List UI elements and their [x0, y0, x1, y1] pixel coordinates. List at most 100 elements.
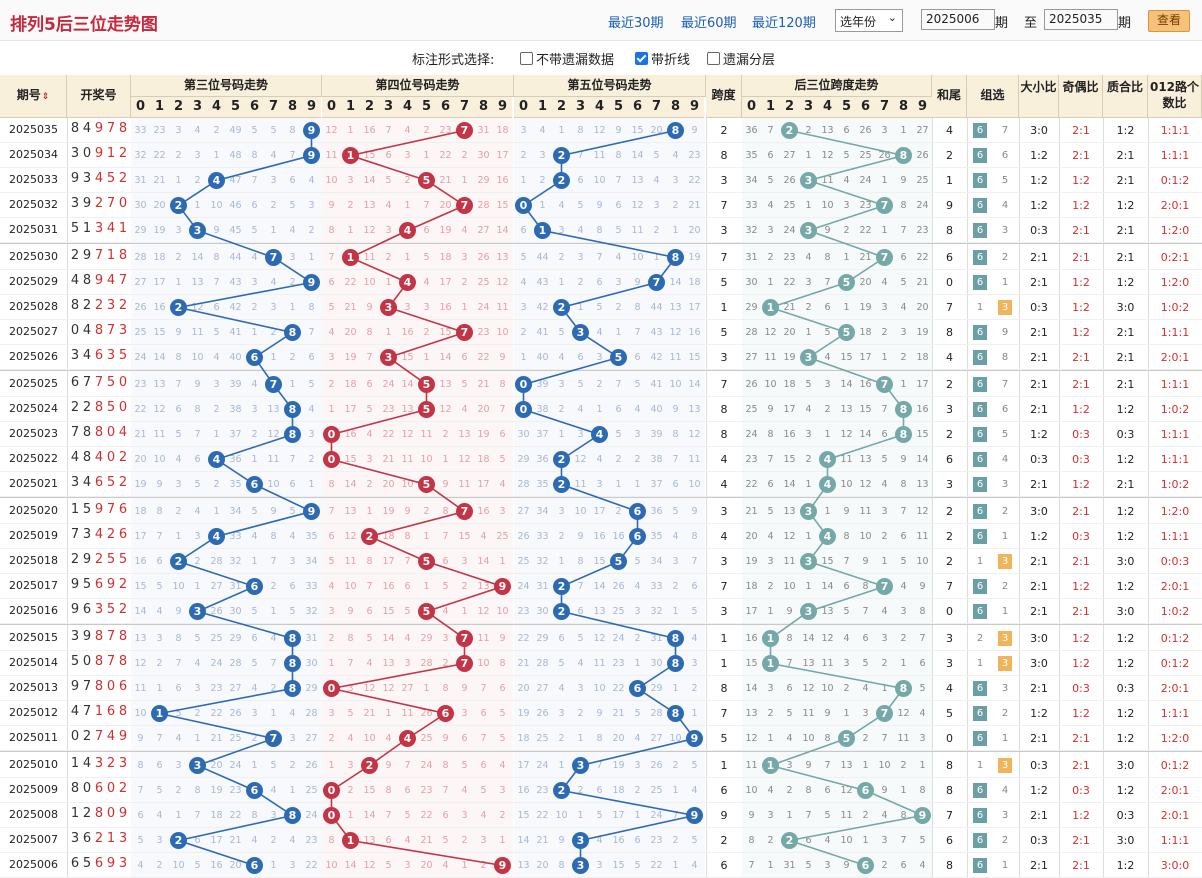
- group-six-badge: 6: [973, 504, 987, 519]
- span-value: 1: [720, 759, 728, 772]
- gspan-miss-value: 6: [786, 683, 793, 694]
- g5-miss-value: 22: [650, 860, 663, 871]
- sum-tail-value: 8: [946, 784, 953, 797]
- gspan-miss-value: 9: [786, 606, 793, 617]
- group-three-badge: 2: [1001, 835, 1009, 846]
- filter-link-30[interactable]: 最近30期: [608, 16, 664, 31]
- g4-miss-value: 15: [401, 352, 414, 363]
- g4-miss-value: 5: [385, 175, 392, 186]
- g4-miss-value: 9: [366, 302, 373, 313]
- gspan-miss-value: 9: [843, 506, 850, 517]
- gspan-miss-value: 7: [843, 556, 850, 567]
- g4-miss-value: 23: [382, 404, 395, 415]
- header-g5-digit-7: 7: [647, 97, 666, 118]
- g4-miss-value: 7: [347, 658, 354, 669]
- gspan-miss-value: 1: [900, 125, 907, 136]
- checkbox-layered[interactable]: [707, 52, 720, 65]
- gspan-miss-value: 6: [824, 302, 831, 313]
- draw-digit-5: 6: [118, 502, 128, 517]
- g5-miss-value: 33: [536, 531, 549, 542]
- gspan-miss-value: 12: [802, 683, 815, 694]
- gspan-miss-value: 14: [745, 683, 758, 694]
- option-no-missing[interactable]: 不带遗漏数据: [520, 49, 614, 68]
- g4-miss-value: 1: [499, 556, 506, 567]
- search-button[interactable]: 查看: [1148, 10, 1190, 32]
- odd-even-ratio: 0:3: [1072, 530, 1090, 543]
- g5-miss-value: 6: [577, 175, 584, 186]
- g3-miss-value: 10: [210, 200, 223, 211]
- group-three-badge: 4: [1001, 454, 1009, 465]
- year-select[interactable]: 选年份 ⌄: [835, 9, 903, 32]
- g5-miss-value: 2: [634, 785, 641, 796]
- filter-link-120[interactable]: 最近120期: [752, 16, 816, 31]
- g3-miss-value: 7: [194, 810, 201, 821]
- g5-miss-value: 40: [536, 352, 549, 363]
- issue-number: 2025024: [9, 402, 58, 415]
- g3-miss-value: 1: [251, 454, 258, 465]
- checkbox-no-missing[interactable]: [520, 52, 533, 65]
- g3-miss-value: 13: [267, 404, 280, 415]
- gspan-miss-value: 4: [767, 785, 774, 796]
- gspan-miss-value: 4: [824, 352, 831, 363]
- draw-digit-2: 7: [82, 679, 92, 694]
- g3-miss-value: 4: [289, 708, 296, 719]
- draw-digit-4: 7: [106, 654, 116, 669]
- sum-tail-value: 2: [946, 378, 953, 391]
- group-three-badge: 2: [1001, 581, 1009, 592]
- draw-digit-1: 9: [70, 679, 80, 694]
- filter-link-60[interactable]: 最近60期: [681, 16, 737, 31]
- gspan-miss-value: 15: [783, 454, 796, 465]
- g3-miss-value: 9: [270, 506, 277, 517]
- g5-miss-value: 13: [593, 606, 606, 617]
- issue-to-input[interactable]: 2025035: [1044, 9, 1118, 30]
- option-polyline[interactable]: 带折线: [635, 49, 690, 68]
- g5-miss-value: 2: [672, 200, 679, 211]
- g5-miss-value: 3: [558, 225, 565, 236]
- header-g5-digit-9: 9: [685, 97, 704, 118]
- group-three-badge: 3: [998, 300, 1012, 315]
- gspan-miss-value: 13: [840, 404, 853, 415]
- gspan-miss-value: 1: [767, 860, 774, 871]
- checkbox-polyline[interactable]: [635, 52, 648, 65]
- sort-icon[interactable]: ⇕: [41, 92, 50, 102]
- g3-miss-value: 8: [156, 506, 163, 517]
- g4-miss-value: 10: [363, 277, 376, 288]
- gspan-miss-value: 5: [805, 860, 812, 871]
- g4-miss-value: 13: [382, 658, 395, 669]
- g5-miss-value: 3: [577, 252, 584, 263]
- g5-miss-value: 1: [577, 810, 584, 821]
- prime-composite-ratio: 0:3: [1116, 809, 1135, 822]
- g3-miss-value: 30: [134, 200, 147, 211]
- draw-digit-5: 2: [118, 171, 128, 186]
- gspan-miss-value: 5: [919, 683, 926, 694]
- g3-miss-value: 3: [194, 531, 201, 542]
- route-012-ratio: 2:0:1: [1160, 682, 1190, 695]
- prime-composite-ratio: 2:1: [1116, 251, 1135, 264]
- gspan-miss-value: 3: [881, 633, 888, 644]
- g3-miss-value: 8: [270, 531, 277, 542]
- group-three-badge: 2: [1001, 708, 1009, 719]
- group-three-badge: 1: [1001, 531, 1009, 542]
- g5-miss-value: 4: [615, 252, 622, 263]
- g4-miss-value: 11: [458, 479, 471, 490]
- g5-miss-value: 7: [615, 379, 622, 390]
- draw-digit-5: 5: [118, 348, 128, 363]
- issue-from-input[interactable]: 2025006: [921, 9, 995, 30]
- gspan-miss-value: 26: [859, 125, 872, 136]
- g5-miss-value: 42: [536, 302, 549, 313]
- draw-digit-4: 3: [106, 348, 116, 363]
- gspan-miss-value: 22: [859, 225, 872, 236]
- g3-miss-value: 8: [213, 252, 220, 263]
- g4-miss-value: 22: [477, 352, 490, 363]
- g4-miss-value: 19: [439, 225, 452, 236]
- g3-miss-value: 3: [308, 200, 315, 211]
- gspan-miss-value: 17: [916, 379, 929, 390]
- option-layered[interactable]: 遗漏分层: [707, 49, 775, 68]
- g3-miss-value: 12: [134, 658, 147, 669]
- gspan-miss-value: 3: [919, 733, 926, 744]
- gspan-miss-value: 19: [859, 302, 872, 313]
- g4-miss-value: 4: [480, 810, 487, 821]
